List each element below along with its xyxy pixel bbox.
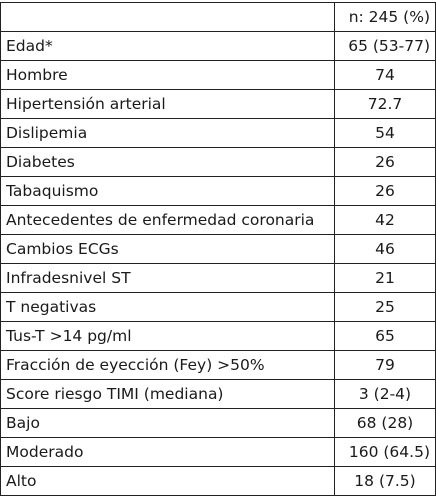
- table-row: Cambios ECGs 46: [0, 234, 436, 264]
- row-label: Tabaquismo: [0, 176, 335, 206]
- row-label: Hipertensión arterial: [0, 89, 335, 119]
- table-header-row: n: 245 (%): [0, 2, 436, 32]
- row-value: 72.7: [334, 89, 436, 119]
- table-row: Fracción de eyección (Fey) >50% 79: [0, 350, 436, 380]
- row-label: Alto: [0, 466, 335, 496]
- table-row: Bajo 68 (28): [0, 408, 436, 438]
- row-label: Dislipemia: [0, 118, 335, 148]
- row-label: Cambios ECGs: [0, 234, 335, 264]
- row-label: Tus-T >14 pg/ml: [0, 321, 335, 351]
- table-row: Diabetes 26: [0, 147, 436, 177]
- table-row: Hombre 74: [0, 60, 436, 90]
- row-label: Fracción de eyección (Fey) >50%: [0, 350, 335, 380]
- row-value: 26: [334, 176, 436, 206]
- row-label: Diabetes: [0, 147, 335, 177]
- row-value: 42: [334, 205, 436, 235]
- row-value: 26: [334, 147, 436, 177]
- row-label: Infradesnivel ST: [0, 263, 335, 293]
- row-value: 25: [334, 292, 436, 322]
- header-label-cell: [0, 2, 335, 32]
- table-row: Dislipemia 54: [0, 118, 436, 148]
- row-value: 79: [334, 350, 436, 380]
- table-row: Score riesgo TIMI (mediana) 3 (2-4): [0, 379, 436, 409]
- table-row: Edad* 65 (53-77): [0, 31, 436, 61]
- row-value: 18 (7.5): [334, 466, 436, 496]
- row-value: 74: [334, 60, 436, 90]
- row-value: 68 (28): [334, 408, 436, 438]
- table-row: Hipertensión arterial 72.7: [0, 89, 436, 119]
- table-row: Tus-T >14 pg/ml 65: [0, 321, 436, 351]
- row-value: 54: [334, 118, 436, 148]
- table-row: Alto 18 (7.5): [0, 466, 436, 496]
- row-label: T negativas: [0, 292, 335, 322]
- row-value: 46: [334, 234, 436, 264]
- row-value: 21: [334, 263, 436, 293]
- row-label: Edad*: [0, 31, 335, 61]
- row-value: 3 (2-4): [334, 379, 436, 409]
- row-value: 65 (53-77): [334, 31, 436, 61]
- row-label: Hombre: [0, 60, 335, 90]
- row-value: 65: [334, 321, 436, 351]
- table-row: T negativas 25: [0, 292, 436, 322]
- row-value: 160 (64.5): [334, 437, 436, 467]
- table-row: Tabaquismo 26: [0, 176, 436, 206]
- table-row: Antecedentes de enfermedad coronaria 42: [0, 205, 436, 235]
- row-label: Moderado: [0, 437, 335, 467]
- header-value-cell: n: 245 (%): [334, 2, 436, 32]
- row-label: Score riesgo TIMI (mediana): [0, 379, 335, 409]
- table-row: Moderado 160 (64.5): [0, 437, 436, 467]
- row-label: Bajo: [0, 408, 335, 438]
- row-label: Antecedentes de enfermedad coronaria: [0, 205, 335, 235]
- table-row: Infradesnivel ST 21: [0, 263, 436, 293]
